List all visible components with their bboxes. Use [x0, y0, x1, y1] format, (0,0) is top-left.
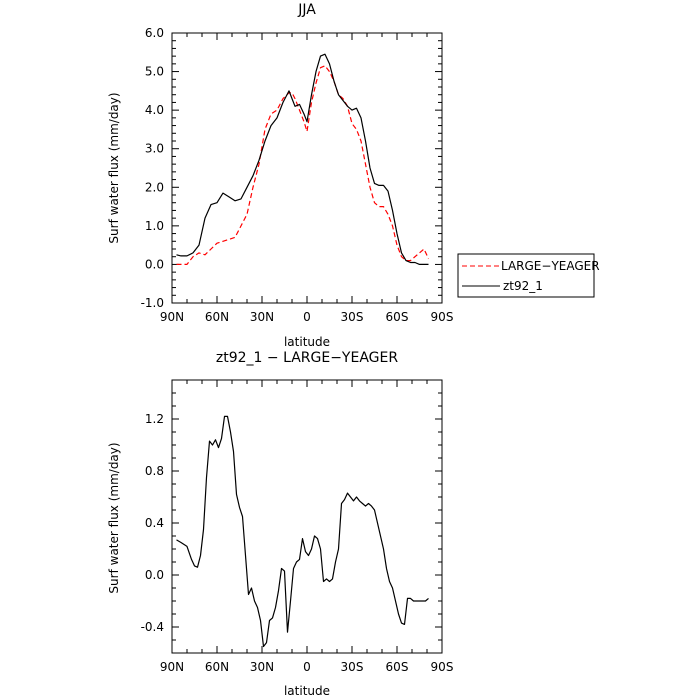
y-tick-label: 5.0 — [145, 65, 164, 79]
bottom-chart-title: zt92_1 − LARGE−YEAGER — [216, 350, 398, 366]
legend-label-large-yeager: LARGE−YEAGER — [501, 259, 600, 273]
x-tick-label: 30S — [341, 310, 364, 324]
x-tick-label: 30N — [250, 310, 274, 324]
top-plot-frame — [171, 32, 443, 304]
x-tick-label: 60N — [205, 310, 229, 324]
y-tick-label: 1.0 — [145, 219, 164, 233]
y-tick-label: 0.8 — [145, 464, 164, 478]
x-tick-label: 30S — [341, 660, 364, 674]
bottom-x-axis-label: latitude — [284, 684, 330, 698]
top-legend: LARGE−YEAGER zt92_1 — [457, 253, 600, 298]
y-tick-label: 1.2 — [145, 412, 164, 426]
y-tick-label: -0.4 — [141, 620, 164, 634]
x-tick-label: 0 — [303, 310, 311, 324]
x-tick-label: 90S — [431, 310, 454, 324]
top-x-axis-label: latitude — [284, 335, 330, 349]
bottom-series — [176, 415, 429, 648]
x-tick-label: 90S — [431, 660, 454, 674]
x-tick-label: 60S — [386, 660, 409, 674]
top-x-ticks: 90N 60N 30N 0 30S 60S 90S — [160, 33, 454, 324]
bottom-plot-frame — [171, 379, 443, 654]
legend-label-zt92: zt92_1 — [503, 279, 543, 293]
x-tick-label: 0 — [303, 660, 311, 674]
y-tick-label: 0.4 — [145, 516, 164, 530]
top-series — [176, 53, 430, 265]
top-y-ticks: -1.0 0.0 1.0 2.0 3.0 4.0 5.0 6.0 — [141, 26, 442, 310]
y-tick-label: 6.0 — [145, 26, 164, 40]
x-tick-label: 60S — [386, 310, 409, 324]
y-tick-label: 2.0 — [145, 180, 164, 194]
y-tick-label: 4.0 — [145, 103, 164, 117]
y-tick-label: 0.0 — [145, 568, 164, 582]
x-tick-label: 30N — [250, 660, 274, 674]
bottom-x-ticks: 90N 60N 30N 0 30S 60S 90S — [160, 380, 454, 674]
y-tick-label: 0.0 — [145, 257, 164, 271]
bottom-y-ticks: -0.4 0.0 0.4 0.8 1.2 — [141, 379, 442, 641]
top-y-axis-label: Surf water flux (mm/day) — [107, 92, 121, 243]
bottom-y-axis-label: Surf water flux (mm/day) — [107, 442, 121, 593]
top-chart-title: JJA — [297, 2, 316, 18]
series-line-large-yeager — [176, 65, 430, 265]
y-tick-label: 3.0 — [145, 142, 164, 156]
top-chart: JJA 90N 60N 30N 0 30S 60S 90S -1.0 0.0 1.0 2.0 3.0… — [107, 2, 600, 349]
series-line-zt92-1 — [176, 53, 429, 265]
x-tick-label: 90N — [160, 660, 184, 674]
legend-box — [457, 253, 595, 298]
x-tick-label: 90N — [160, 310, 184, 324]
bottom-chart: zt92_1 − LARGE−YEAGER 90N 60N 30N 0 30S 60S 90… — [107, 350, 453, 698]
x-tick-label: 60N — [205, 660, 229, 674]
y-tick-label: -1.0 — [141, 296, 164, 310]
series-line-difference — [176, 415, 429, 648]
